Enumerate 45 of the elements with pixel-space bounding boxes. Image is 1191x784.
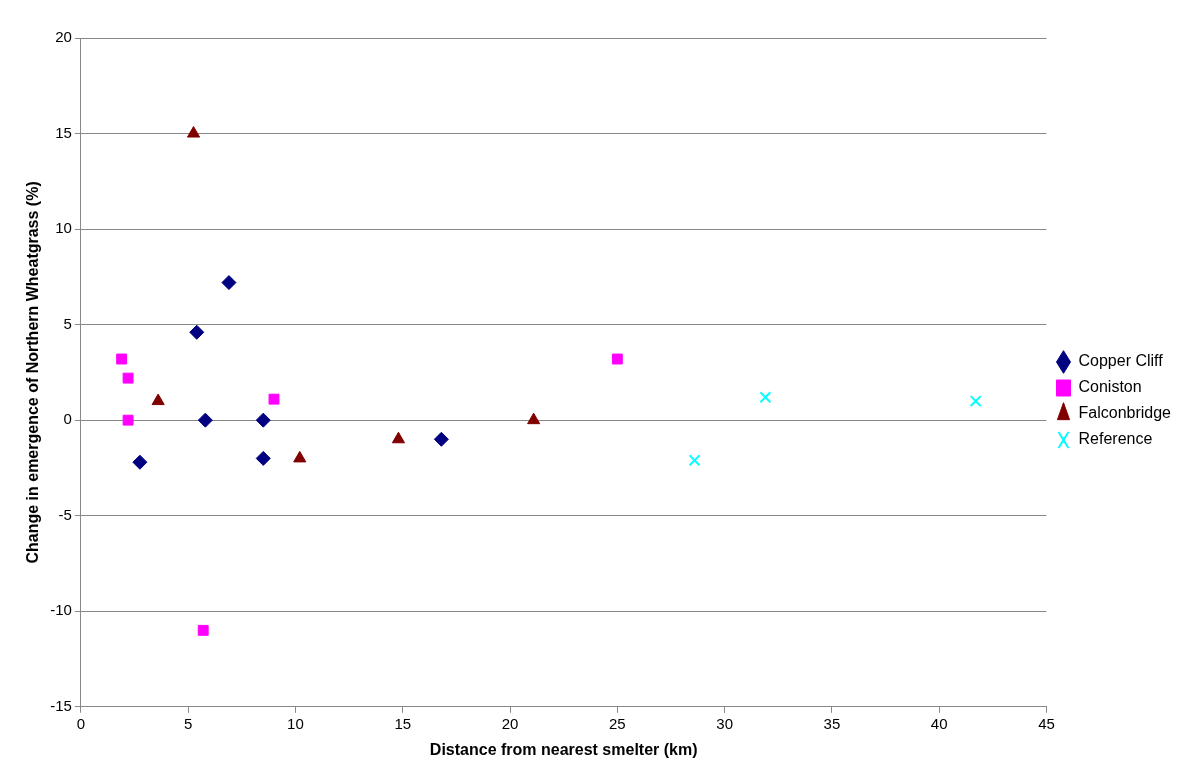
point [255,412,271,428]
legend-label: Copper Cliff [1078,352,1164,370]
point [759,391,772,404]
point [197,624,209,636]
x-axis-title: Distance from nearest smelter (km) [429,740,698,758]
y-tick-label: -5 [58,505,72,523]
x-tick-label: 40 [930,714,948,732]
y-tick-label: -10 [50,601,72,619]
x-tick-label: 5 [184,714,193,732]
y-tick-label: 5 [63,314,72,332]
point [151,393,165,406]
point [527,412,541,425]
legend-label: Coniston [1078,378,1142,396]
x-tick-label: 30 [716,714,733,732]
y-tick-label: 20 [55,28,72,46]
point [221,275,237,291]
point [116,353,128,365]
legend-label: Reference [1078,430,1153,448]
point [268,393,280,405]
point [132,454,148,470]
point [391,431,406,444]
point [611,353,623,365]
y-tick-label: -15 [50,696,72,714]
point [197,412,213,428]
point [186,126,201,138]
x-tick-label: 15 [394,714,412,732]
point [969,395,982,408]
y-axis-title: Change in emergence of Northern Wheatgrass (%) [24,181,42,564]
y-tick-label: 0 [63,410,72,428]
point [433,431,449,447]
point [688,454,701,467]
x-tick-label: 20 [501,714,519,732]
point [189,324,205,340]
point [122,372,134,384]
point [293,450,307,463]
y-tick-label: 10 [55,219,72,237]
x-tick-label: 35 [823,714,841,732]
x-tick-label: 45 [1038,714,1055,732]
point [122,414,134,426]
point [255,450,271,466]
x-tick-label: 0 [76,714,86,732]
x-tick-label: 25 [608,714,626,732]
x-tick-label: 10 [287,714,304,732]
legend-label: Falconbridge [1078,404,1172,422]
y-tick-label: 15 [55,123,72,141]
